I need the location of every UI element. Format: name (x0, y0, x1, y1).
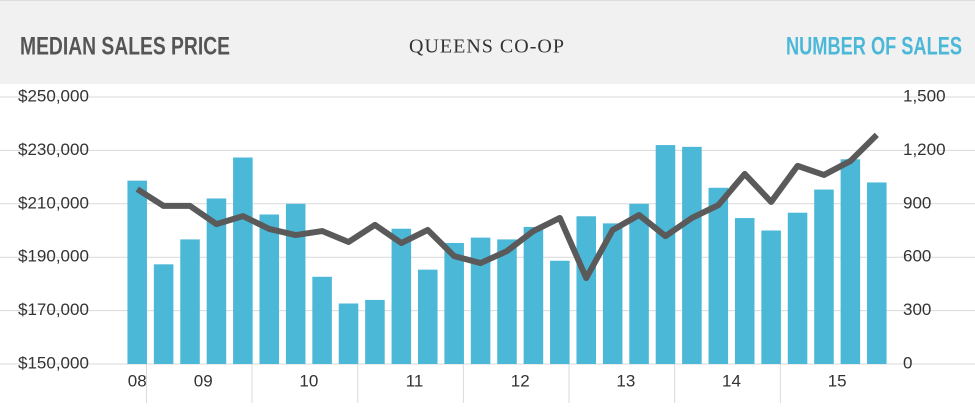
bar (708, 187, 729, 364)
bar (312, 276, 332, 364)
bar (365, 299, 385, 364)
left-axis-title: MEDIAN SALES PRICE (20, 33, 230, 61)
bar (206, 198, 227, 364)
bar (550, 260, 570, 364)
bar (417, 269, 438, 364)
x-tick-label: 13 (616, 371, 635, 390)
bar (629, 203, 649, 364)
y-tick-label: $210,000 (18, 193, 89, 212)
bar (787, 212, 808, 364)
y2-tick-label: 600 (903, 247, 931, 266)
y-tick-label: $250,000 (18, 86, 89, 105)
y2-tick-label: 300 (903, 300, 931, 319)
bar (840, 159, 861, 364)
x-tick-label: 14 (722, 371, 741, 390)
bar (444, 242, 464, 364)
bar (576, 216, 597, 364)
bar (391, 228, 412, 364)
y-tick-label: $170,000 (18, 300, 89, 319)
bar (734, 218, 755, 364)
y2-tick-label: 1,200 (903, 140, 946, 159)
bar (153, 264, 174, 364)
x-tick-label: 12 (511, 371, 530, 390)
y-tick-label: $150,000 (18, 353, 89, 372)
line (135, 132, 879, 282)
y2-tick-label: 900 (903, 193, 931, 212)
bar (682, 146, 702, 364)
x-tick-label: 15 (828, 371, 847, 390)
bar (497, 239, 517, 364)
y-tick-label: $230,000 (18, 140, 89, 159)
bar (338, 303, 359, 364)
bar (867, 182, 887, 364)
y-tick-label: $190,000 (18, 247, 89, 266)
x-tick-label: 11 (406, 371, 424, 390)
bar (655, 145, 676, 364)
bar (470, 237, 491, 364)
bar (180, 239, 200, 364)
x-tick-label: 08 (128, 371, 147, 390)
y2-tick-label: 1,500 (903, 86, 946, 105)
bar (259, 214, 280, 364)
chart-title: QUEENS CO-OP (409, 36, 565, 58)
bar (233, 157, 253, 364)
right-axis-title: NUMBER OF SALES (786, 33, 962, 61)
y2-tick-label: 0 (903, 353, 912, 372)
bar (761, 230, 781, 364)
bar (602, 223, 623, 364)
bar (127, 180, 147, 364)
header-band (0, 0, 975, 84)
x-tick-label: 09 (194, 371, 213, 390)
bar (523, 226, 544, 364)
x-tick-label: 10 (299, 371, 318, 390)
bar (814, 189, 834, 364)
bar (285, 203, 306, 364)
